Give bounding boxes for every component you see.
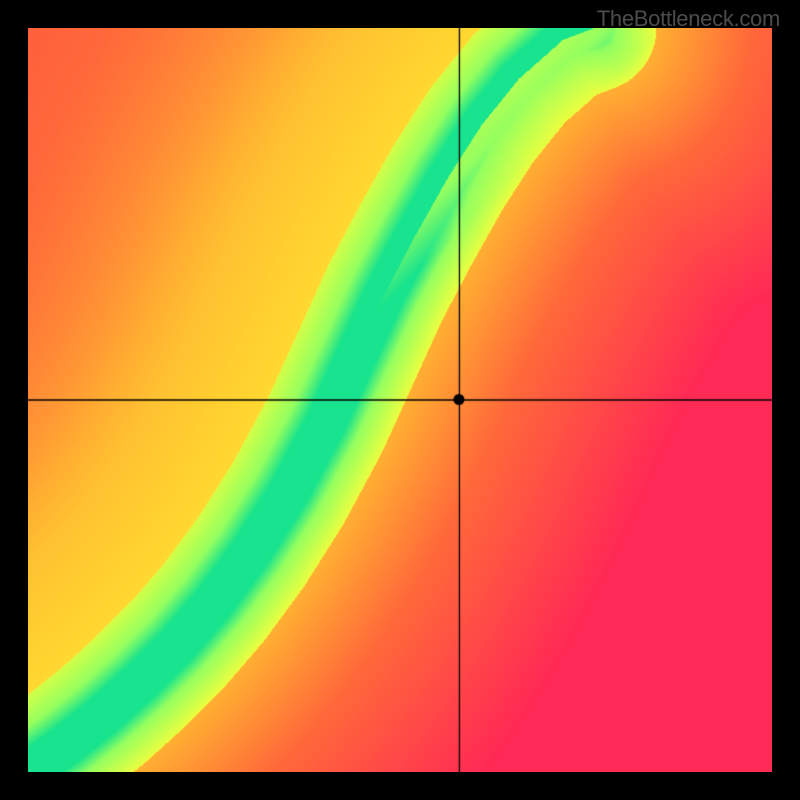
heatmap-plot — [28, 28, 772, 772]
watermark-text: TheBottleneck.com — [597, 6, 780, 32]
chart-frame: TheBottleneck.com — [0, 0, 800, 800]
